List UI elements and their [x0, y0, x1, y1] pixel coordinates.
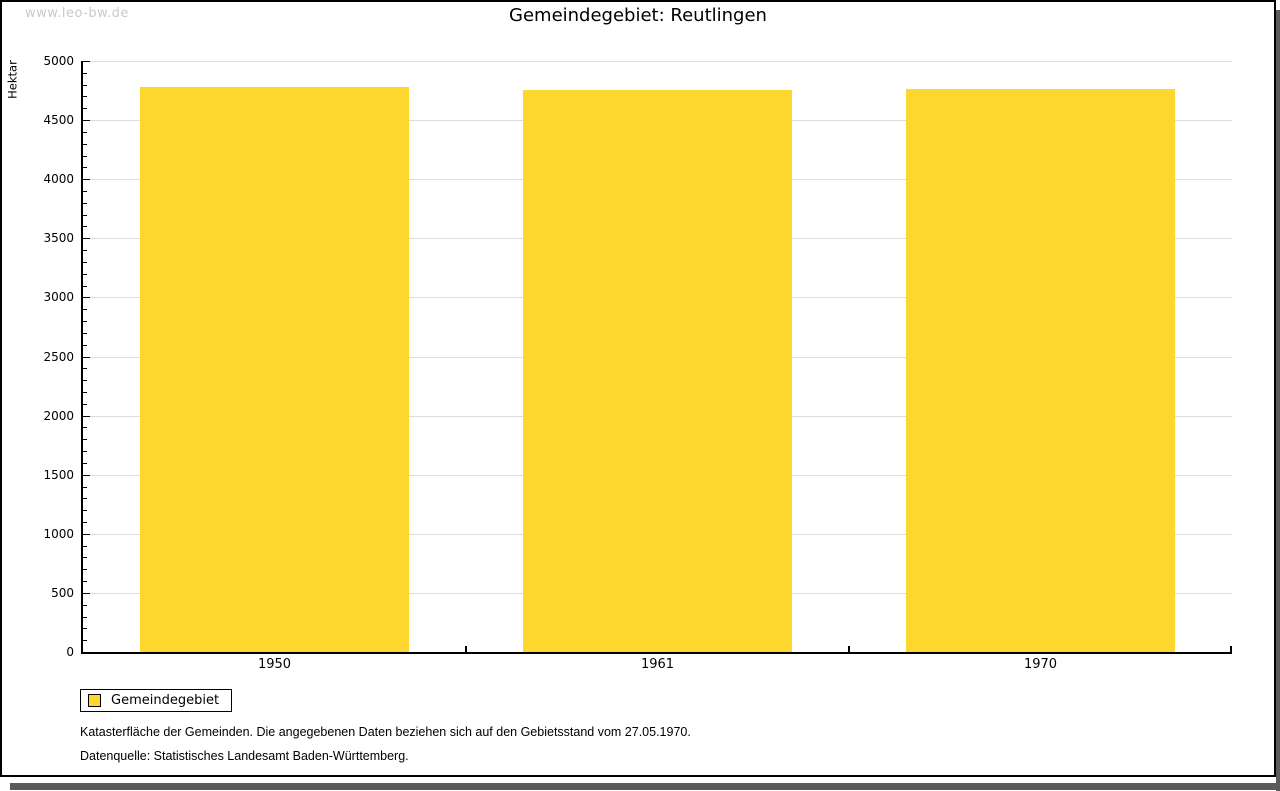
x-axis-end-tick: [1230, 646, 1232, 652]
footnote-source-note: Katasterfläche der Gemeinden. Die angege…: [80, 725, 691, 739]
y-axis-minor-tick: [83, 321, 87, 323]
y-axis-tick-label: 1500: [43, 467, 74, 482]
y-axis-minor-tick: [83, 202, 87, 204]
legend: Gemeindegebiet: [80, 689, 232, 712]
y-axis-minor-tick: [83, 628, 87, 630]
y-axis-minor-tick: [83, 273, 87, 275]
bar-1950: [140, 87, 409, 652]
y-axis-tick-labels: 0 500 1000 1500 2000 2500 3000 3500 4000 4500 5000: [2, 54, 74, 659]
y-axis-minor-tick: [83, 439, 87, 441]
y-axis-major-tick: [83, 120, 90, 122]
watermark: www.leo-bw.de: [25, 6, 129, 21]
y-axis-tick-label: 1000: [43, 526, 74, 541]
y-axis-minor-tick: [83, 604, 87, 606]
y-axis-minor-tick: [83, 616, 87, 618]
x-axis-tick-label: 1970: [1023, 657, 1058, 672]
y-axis-minor-tick: [83, 640, 87, 642]
y-axis-minor-tick: [83, 332, 87, 334]
y-axis-tick-label: 4000: [43, 172, 74, 187]
chart-title: Gemeindegebiet: Reutlingen: [509, 5, 767, 26]
y-axis-minor-tick: [83, 250, 87, 252]
y-axis-minor-tick: [83, 167, 87, 169]
x-axis-boundary-tick: [848, 646, 850, 652]
y-axis-minor-tick: [83, 545, 87, 547]
y-axis-tick-label: 5000: [43, 54, 74, 68]
y-axis-minor-tick: [83, 155, 87, 157]
y-axis-minor-tick: [83, 391, 87, 393]
bar-1970: [906, 88, 1175, 652]
legend-label: Gemeindegebiet: [111, 693, 220, 708]
y-axis-tick-label: 3500: [43, 231, 74, 246]
y-axis-minor-tick: [83, 486, 87, 488]
y-axis-minor-tick: [83, 96, 87, 98]
y-axis-tick-label: 3000: [43, 290, 74, 305]
y-axis-minor-tick: [83, 309, 87, 311]
y-axis-tick-label: 2500: [43, 349, 74, 364]
x-axis-tick-label: 1961: [640, 657, 675, 672]
y-axis-tick-label: 500: [51, 585, 74, 600]
y-axis-minor-tick: [83, 226, 87, 228]
y-axis-major-tick: [83, 415, 90, 417]
y-axis-major-tick: [83, 592, 90, 594]
y-axis-minor-tick: [83, 261, 87, 263]
y-axis-minor-tick: [83, 131, 87, 133]
x-axis-tick-label: 1950: [257, 657, 292, 672]
y-axis-minor-tick: [83, 569, 87, 571]
plot-area: [81, 61, 1232, 654]
legend-swatch-icon: [88, 694, 101, 707]
frame-shadow-right: [1276, 10, 1280, 791]
footnote-data-source: Datenquelle: Statistisches Landesamt Bad…: [80, 749, 409, 763]
y-axis-minor-tick: [83, 285, 87, 287]
y-axis-minor-tick: [83, 84, 87, 86]
y-axis-major-tick: [83, 297, 90, 299]
y-axis-minor-tick: [83, 521, 87, 523]
x-axis-boundary-tick: [465, 646, 467, 652]
y-axis-minor-tick: [83, 72, 87, 74]
y-axis-minor-tick: [83, 581, 87, 583]
y-axis-minor-tick: [83, 344, 87, 346]
gridline: [83, 61, 1232, 62]
y-axis-minor-tick: [83, 557, 87, 559]
y-axis-tick-label: 0: [66, 645, 74, 659]
y-axis-major-tick: [83, 238, 90, 240]
y-axis-minor-tick: [83, 451, 87, 453]
y-axis-minor-tick: [83, 498, 87, 500]
y-axis-major-tick: [83, 61, 90, 62]
y-axis-minor-tick: [83, 143, 87, 145]
y-axis-major-tick: [83, 179, 90, 181]
y-axis-minor-tick: [83, 427, 87, 429]
y-axis-minor-tick: [83, 108, 87, 110]
chart-canvas: www.leo-bw.de Gemeindegebiet: Reutlingen…: [0, 0, 1276, 777]
frame-shadow-bottom: [10, 783, 1280, 790]
y-axis-major-tick: [83, 533, 90, 535]
y-axis-minor-tick: [83, 191, 87, 193]
y-axis-minor-tick: [83, 510, 87, 512]
x-axis-tick-labels: 1950 1961 1970: [83, 657, 1232, 675]
y-axis-minor-tick: [83, 214, 87, 216]
y-axis-major-tick: [83, 356, 90, 358]
bar-1961: [523, 90, 792, 652]
y-axis-major-tick: [83, 474, 90, 476]
y-axis-minor-tick: [83, 368, 87, 370]
y-axis-tick-label: 2000: [43, 408, 74, 423]
y-axis-minor-tick: [83, 403, 87, 405]
y-axis-minor-tick: [83, 380, 87, 382]
y-axis-minor-tick: [83, 462, 87, 464]
y-axis-tick-label: 4500: [43, 113, 74, 128]
